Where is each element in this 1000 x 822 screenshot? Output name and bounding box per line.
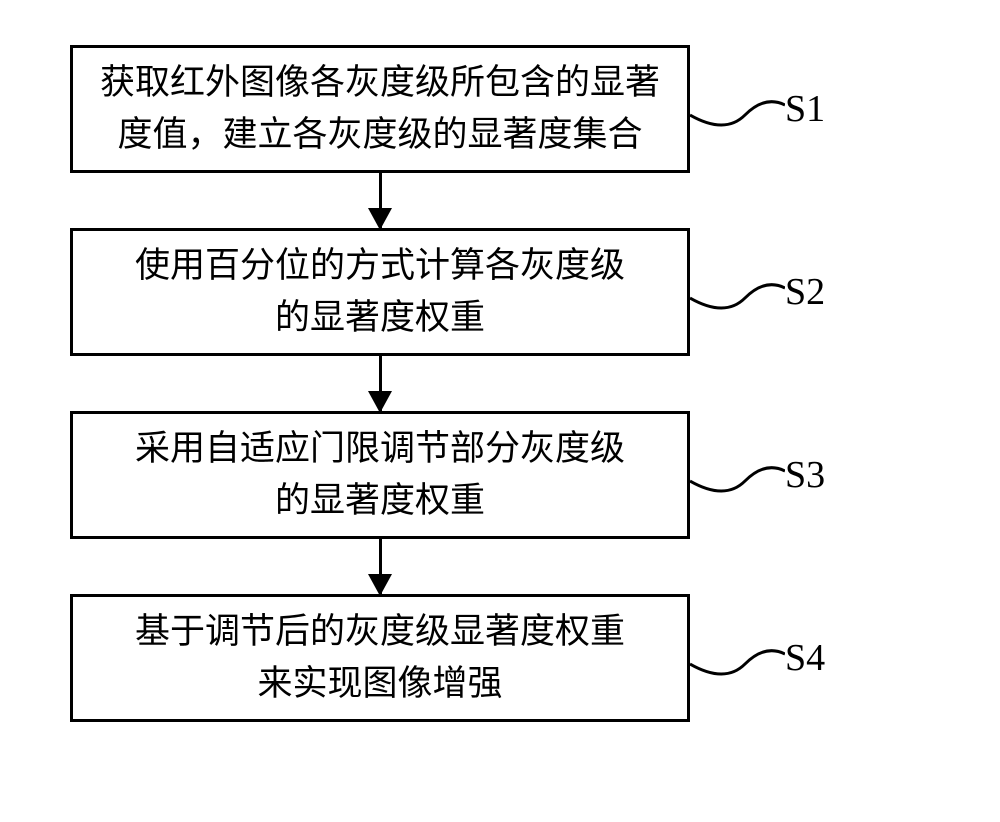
step-container-s4: 基于调节后的灰度级显著度权重 来实现图像增强 S4 xyxy=(70,594,930,722)
step-text-s2: 使用百分位的方式计算各灰度级 的显著度权重 xyxy=(135,240,625,345)
step-s2-line1: 使用百分位的方式计算各灰度级 xyxy=(135,246,625,285)
step-s3-line2: 的显著度权重 xyxy=(275,481,485,520)
arrow-s2-s3 xyxy=(70,356,690,411)
step-box-s1: 获取红外图像各灰度级所包含的显著 度值，建立各灰度级的显著度集合 xyxy=(70,45,690,173)
step-label-s4: S4 xyxy=(785,636,825,680)
step-s3-line1: 采用自适应门限调节部分灰度级 xyxy=(135,429,625,468)
step-text-s3: 采用自适应门限调节部分灰度级 的显著度权重 xyxy=(135,423,625,528)
connector-curve-s4 xyxy=(690,634,785,694)
step-container-s3: 采用自适应门限调节部分灰度级 的显著度权重 S3 xyxy=(70,411,930,539)
step-box-s3: 采用自适应门限调节部分灰度级 的显著度权重 xyxy=(70,411,690,539)
step-box-s4: 基于调节后的灰度级显著度权重 来实现图像增强 xyxy=(70,594,690,722)
step-container-s2: 使用百分位的方式计算各灰度级 的显著度权重 S2 xyxy=(70,228,930,356)
step-s4-line2: 来实现图像增强 xyxy=(257,664,502,703)
step-text-s4: 基于调节后的灰度级显著度权重 来实现图像增强 xyxy=(135,606,625,711)
connector-curve-s1 xyxy=(690,85,785,145)
step-s2-line2: 的显著度权重 xyxy=(275,298,485,337)
step-box-s2: 使用百分位的方式计算各灰度级 的显著度权重 xyxy=(70,228,690,356)
arrow-s1-s2 xyxy=(70,173,690,228)
arrow-s3-s4 xyxy=(70,539,690,594)
step-container-s1: 获取红外图像各灰度级所包含的显著 度值，建立各灰度级的显著度集合 S1 xyxy=(70,45,930,173)
step-s1-line2: 度值，建立各灰度级的显著度集合 xyxy=(117,115,642,154)
step-label-s1: S1 xyxy=(785,87,825,131)
step-s4-line1: 基于调节后的灰度级显著度权重 xyxy=(135,612,625,651)
step-label-s3: S3 xyxy=(785,453,825,497)
step-label-s2: S2 xyxy=(785,270,825,314)
step-text-s1: 获取红外图像各灰度级所包含的显著 度值，建立各灰度级的显著度集合 xyxy=(100,57,660,162)
step-s1-line1: 获取红外图像各灰度级所包含的显著 xyxy=(100,63,660,102)
flowchart-container: 获取红外图像各灰度级所包含的显著 度值，建立各灰度级的显著度集合 S1 使用百分… xyxy=(70,45,930,722)
connector-curve-s3 xyxy=(690,451,785,511)
connector-curve-s2 xyxy=(690,268,785,328)
